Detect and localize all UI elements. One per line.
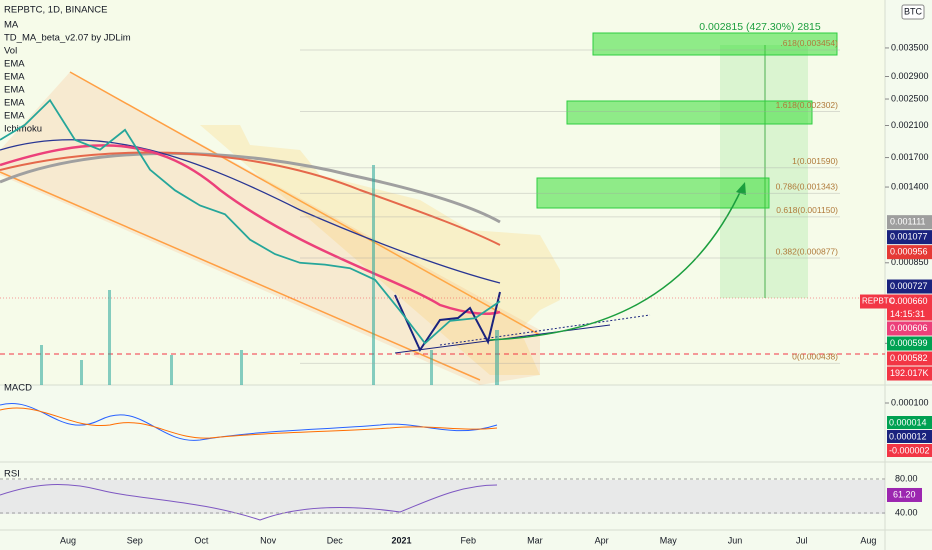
currency: BTC: [904, 6, 923, 16]
macd-tick-label: 0.000100: [891, 397, 929, 407]
rsi-tag: [887, 487, 922, 502]
indicator-name: Vol: [4, 46, 17, 57]
channel-fill: [0, 72, 540, 385]
y-tick-label: 0.001400: [891, 181, 929, 191]
x-tick-label: Aug: [860, 535, 876, 545]
x-tick-label: Apr: [595, 535, 609, 545]
rsi-tick-label: 40.00: [895, 507, 918, 517]
x-tick-label: Dec: [327, 535, 344, 545]
rsi-line: [0, 484, 498, 521]
target-box: [592, 32, 838, 56]
price-tag-label: 0.001077: [890, 232, 928, 242]
currency-box: [901, 4, 925, 20]
macd-line: [0, 403, 498, 441]
indicator-name: EMA: [4, 72, 25, 83]
x-tick-label: Jul: [796, 535, 808, 545]
rsi-tag-label: 61.20: [893, 489, 916, 499]
symbol: REPBTC, 1D, BINANCE: [4, 5, 107, 16]
rsi-band: [0, 480, 885, 514]
channel-top: [69, 71, 541, 336]
symbol-tag: [860, 294, 887, 309]
ema-21: [0, 144, 501, 315]
measure-label: 0.002815 (427.30%) 2815: [699, 21, 821, 33]
trend-line-dotted: [439, 314, 651, 346]
ema-50: [0, 139, 501, 284]
y-tick-label: 0.001700: [891, 152, 929, 162]
y-tick-label: 0.003500: [891, 42, 929, 52]
x-tick-label: Mar: [527, 535, 543, 545]
x-tick-label: Sep: [127, 535, 143, 545]
fib-label: 0.786(0.001343): [776, 182, 839, 192]
fib-label: 0(0.000438): [792, 352, 838, 362]
arrow-head: [736, 182, 746, 195]
price-tag: [887, 351, 932, 366]
indicator-name: TD_MA_beta_v2.07 by JDLim: [4, 33, 131, 44]
macd-tag: [887, 444, 932, 457]
projection-box: [720, 45, 808, 298]
macd-tag: [887, 416, 932, 429]
y-tick-label: 0.000850: [891, 257, 929, 267]
price-tag: [887, 321, 932, 336]
indicator-name: Ichimoku: [4, 124, 42, 135]
macd-tag-label: 0.000014: [889, 417, 927, 427]
rsi-title: RSI: [4, 469, 20, 480]
x-tick-label: 2021: [391, 535, 411, 545]
price-tag-label: 0.000956: [890, 247, 928, 257]
price-tag: [887, 294, 932, 321]
macd-tag-label: -0.000002: [889, 445, 930, 455]
x-tick-label: May: [660, 535, 678, 545]
price-tag-label: 0.000660: [890, 296, 928, 306]
macd-tag-label: 0.000012: [889, 431, 927, 441]
price-tag-label: 0.000599: [890, 338, 928, 348]
x-tick-label: Jun: [728, 535, 743, 545]
indicator-name: EMA: [4, 59, 25, 70]
price-line: [0, 98, 501, 345]
fib-label: 0.618(0.001150): [776, 205, 838, 215]
price-tag-label: 0.001111: [890, 217, 926, 227]
price-tag: [887, 336, 932, 351]
price-tag: [887, 245, 932, 260]
y-tick-label: 0.002500: [891, 93, 929, 103]
fib-label: 1.618(0.002302): [776, 100, 839, 110]
ema-200: [0, 151, 501, 224]
fib-label: 1(0.001590): [792, 156, 838, 166]
channel-bottom: [0, 171, 481, 381]
price-tag-label: 0.000606: [890, 323, 928, 333]
macd-title: MACD: [4, 383, 32, 394]
volume-tag-label: 192.017K: [890, 368, 929, 378]
macd-tag: [887, 430, 932, 443]
x-tick-label: Feb: [460, 535, 476, 545]
price-tag: [887, 279, 932, 294]
volume-bars: [40, 165, 499, 385]
price-tag: [887, 215, 932, 230]
indicator-name: MA: [4, 20, 19, 31]
y-tick-label: 0.002100: [891, 120, 929, 130]
price-tag-label: 0.000727: [890, 281, 928, 291]
x-tick-label: Aug: [60, 535, 76, 545]
indicator-name: EMA: [4, 98, 25, 109]
fib-label: 0.382(0.000877): [776, 246, 839, 256]
rsi-tick-label: 80.00: [895, 473, 918, 483]
ema-100: [0, 151, 501, 246]
indicator-name: EMA: [4, 85, 25, 96]
target-box: [566, 100, 813, 125]
price-tag-label: 0.000582: [890, 353, 928, 363]
y-tick-label: 0.002900: [891, 71, 929, 81]
price-tag: [887, 230, 932, 245]
x-tick-label: Nov: [260, 535, 277, 545]
fib-label: .618(0.003454): [780, 38, 838, 48]
indicator-name: EMA: [4, 111, 25, 122]
volume-tag: [887, 366, 932, 381]
countdown: 14:15:31: [890, 309, 925, 319]
x-tick-label: Oct: [194, 535, 209, 545]
forecast-arrow: [489, 187, 743, 341]
symbol-tag-label: REPBTC: [862, 297, 895, 306]
target-box: [536, 177, 770, 209]
signal-line: [0, 407, 498, 439]
